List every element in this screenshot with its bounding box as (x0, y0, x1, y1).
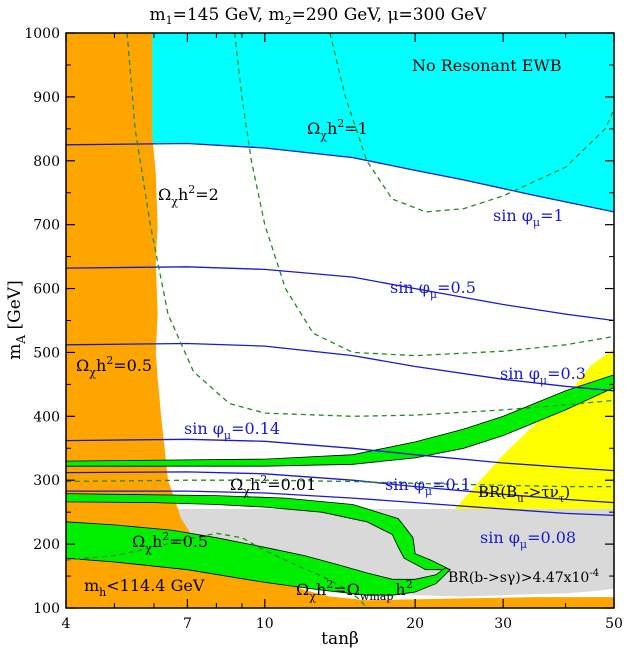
region-wmap-band (66, 374, 614, 467)
relic-contours (66, 33, 614, 608)
x-tick-label: 7 (183, 616, 192, 632)
label-omega-1: Ωχh2=1 (307, 117, 368, 142)
y-tick-label: 800 (33, 154, 60, 170)
label-sin-phi-0.08: sin φμ=0.08 (480, 528, 576, 551)
x-tick-label: 30 (494, 616, 512, 632)
region-bsg (146, 509, 614, 597)
y-tick-label: 500 (33, 345, 60, 361)
curve-sin-phi-0.3 (66, 342, 614, 392)
x-tick-label: 10 (256, 616, 274, 632)
label-omega-2: Ωχh2=2 (158, 183, 219, 208)
label-sin-phi-1: sin φμ=1 (493, 206, 564, 229)
curve-sin-phi-0.1 (66, 471, 614, 504)
region-no-resonant-ewb (148, 33, 614, 212)
label-sin-phi-0.5: sin φμ=0.5 (390, 278, 476, 301)
y-axis-label: mA [GeV] (5, 280, 28, 359)
y-tick-label: 600 (33, 282, 60, 298)
label-br-btaunu: BR(Bu->τντ) (478, 483, 570, 505)
svg-text:tanβ: tanβ (321, 629, 359, 649)
curve-sin-phi-0.08 (66, 490, 614, 517)
regions (66, 33, 614, 608)
y-tick-label: 300 (33, 473, 60, 489)
annotations: No Resonant EWB Ωχh2=1 Ωχh2=2 Ωχh2=0.5 Ω… (76, 56, 599, 603)
contour-omega-0.01 (66, 479, 614, 488)
label-no-resonant-ewb: No Resonant EWB (412, 56, 562, 75)
axes: 100 200 300 400 500 600 700 800 900 1000 4 7 10 20 30 5… (24, 26, 623, 632)
x-tick-label: 50 (605, 616, 623, 632)
label-sin-phi-0.14: sin φμ=0.14 (184, 419, 280, 442)
label-omega-0.5-low: Ωχh2=0.5 (132, 530, 208, 555)
curve-sin-phi-0.5 (66, 266, 614, 322)
curve-sin-phi-0.14 (66, 438, 614, 472)
phase-curves (66, 142, 614, 517)
contour-omega-0.5-low (66, 532, 368, 608)
label-omega-0.5: Ωχh2=0.5 (76, 354, 152, 379)
y-tick-label: 700 (33, 218, 60, 234)
label-sin-phi-0.1: sin φμ=0.1 (385, 475, 471, 498)
chart-title: m1=145 GeV, m2=290 GeV, μ=300 GeV (149, 5, 487, 27)
label-omega-0.01: Ωχh2=0.01 (230, 473, 316, 498)
y-tick-label: 100 (33, 601, 60, 617)
region-wmap-lower (66, 521, 451, 596)
y-tick-label: 900 (33, 90, 60, 106)
label-omega-wmap: Ωχh2=Ωwmap h2 (296, 578, 413, 603)
contour-omega-1 (329, 33, 614, 213)
svg-text:m1=145 GeV, m2=290 GeV, μ=300: m1=145 GeV, m2=290 GeV, μ=300 GeV (149, 5, 487, 27)
x-tick-label: 4 (62, 616, 71, 632)
svg-text:mA [GeV]: mA [GeV] (5, 280, 28, 359)
curve-sin-phi-1 (66, 142, 614, 213)
y-tick-label: 400 (33, 409, 60, 425)
x-tick-label: 20 (406, 616, 424, 632)
label-mh: mh<114.4 GeV (84, 576, 205, 599)
y-tick-label: 1000 (24, 26, 60, 42)
label-sin-phi-0.3: sin φμ=0.3 (500, 364, 586, 387)
label-br-bsg: BR(b->sγ)>4.47x10-4 (448, 568, 599, 586)
x-axis-label: tanβ (321, 629, 359, 649)
y-tick-label: 200 (33, 537, 60, 553)
